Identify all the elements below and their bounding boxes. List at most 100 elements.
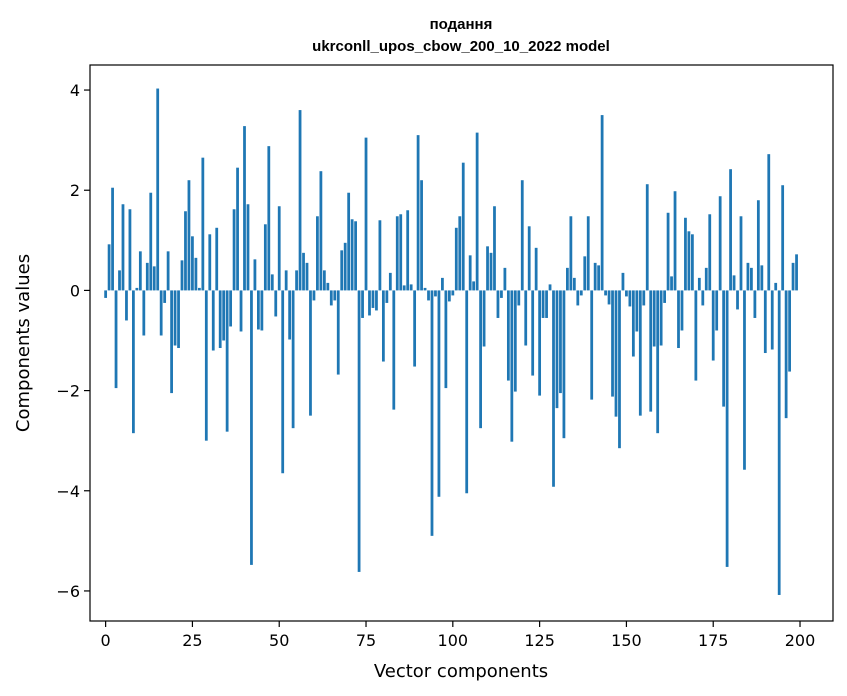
bar [381, 290, 385, 362]
x-axis-ticks: 0 25 50 75 100 125 150 175 200 [101, 621, 815, 650]
bar [746, 262, 750, 291]
bar [329, 290, 333, 306]
bar [531, 290, 535, 376]
bar [607, 290, 611, 305]
bar [555, 290, 559, 409]
bar [399, 214, 403, 291]
x-tick-label: 150 [611, 631, 642, 650]
bar [211, 290, 215, 351]
bar [336, 290, 340, 375]
bar [611, 290, 614, 397]
bar [545, 290, 548, 318]
bar [142, 290, 146, 336]
bar [697, 277, 701, 291]
bar [322, 270, 326, 291]
bar [444, 290, 448, 389]
bar [468, 255, 472, 291]
bar [559, 290, 562, 394]
bar [288, 290, 292, 340]
bar [340, 250, 344, 291]
bar [625, 290, 628, 297]
bar [423, 287, 427, 291]
bar [677, 290, 680, 349]
bar [659, 290, 663, 346]
bar [291, 290, 295, 429]
x-tick-label: 25 [182, 631, 202, 650]
bar [708, 214, 712, 291]
bar [781, 185, 785, 291]
bar [132, 290, 135, 434]
bar [628, 290, 632, 307]
bar [451, 290, 455, 296]
x-tick-label: 50 [269, 631, 289, 650]
x-axis-label: Vector components [374, 661, 548, 682]
bar [246, 204, 250, 291]
bar [691, 234, 694, 291]
bar [663, 290, 666, 303]
bar [357, 290, 361, 572]
bar [541, 290, 545, 318]
bar [170, 290, 173, 394]
y-tick-label: 4 [70, 81, 80, 100]
bar [527, 226, 531, 291]
bar [371, 290, 375, 308]
bar [635, 290, 639, 332]
bar [333, 290, 337, 301]
bar [652, 290, 656, 347]
bar [104, 290, 108, 298]
bar [729, 169, 732, 291]
bar [319, 171, 323, 291]
bar [156, 88, 160, 291]
bar [645, 184, 649, 291]
bar [538, 290, 542, 396]
bar [673, 191, 677, 291]
bar [347, 192, 351, 291]
bar [732, 275, 736, 291]
bar [743, 290, 746, 470]
bar [687, 231, 691, 291]
bar [149, 192, 153, 291]
bar [566, 267, 569, 291]
bar [166, 251, 170, 291]
bar [722, 290, 726, 407]
bar [201, 157, 205, 291]
bar [302, 252, 305, 291]
bar [458, 216, 462, 291]
bar [493, 206, 496, 291]
bar [229, 290, 233, 327]
chart-title-line2: ukrconll_upos_cbow_200_10_2022 model [312, 38, 610, 55]
bar-series [104, 88, 798, 595]
bar [791, 262, 795, 291]
bar [218, 290, 222, 349]
bar [579, 290, 583, 296]
bar [670, 276, 673, 291]
x-tick-label: 175 [698, 631, 729, 650]
bar [250, 290, 253, 565]
bar [406, 210, 410, 291]
bar [517, 290, 521, 306]
bar [704, 267, 708, 291]
y-axis-ticks: −6 −4 −2 0 2 4 [56, 81, 90, 601]
bar [489, 252, 493, 291]
bar [513, 290, 517, 392]
bar [343, 242, 347, 291]
bar [711, 290, 715, 361]
x-tick-label: 75 [356, 631, 376, 650]
bar [784, 290, 788, 419]
bar [715, 290, 719, 331]
bar [180, 260, 184, 291]
bar [472, 281, 476, 291]
bar [437, 290, 441, 497]
bar [500, 290, 503, 298]
bar [392, 290, 396, 410]
bar [361, 290, 364, 318]
bar [222, 290, 226, 341]
bar [430, 290, 434, 536]
bar [548, 284, 552, 291]
bar [684, 217, 687, 291]
bar [524, 290, 528, 346]
bar [385, 290, 389, 303]
bar [402, 285, 406, 291]
bar [354, 221, 357, 291]
y-tick-label: 2 [70, 181, 80, 200]
